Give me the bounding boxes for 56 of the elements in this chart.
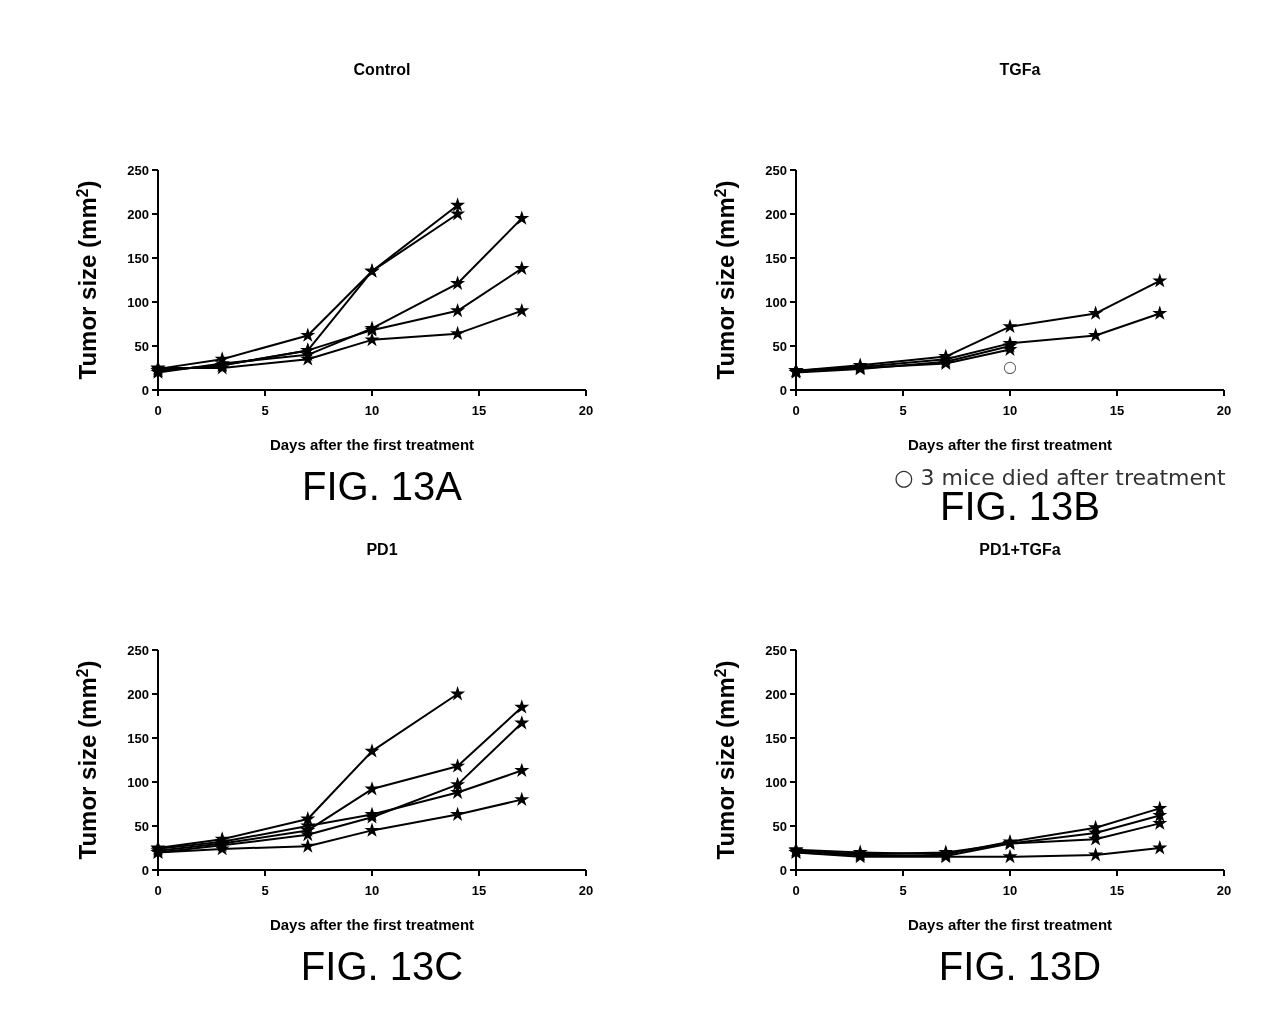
chart-title: PD1+TGFa — [979, 541, 1061, 558]
x-axis-title: Days after the first treatment — [269, 436, 475, 453]
chart-title: Control — [353, 61, 411, 78]
y-tick-label: 50 — [134, 338, 149, 354]
x-tick-label: 20 — [578, 883, 594, 898]
x-tick-label: 5 — [899, 883, 907, 898]
y-tick-label: 150 — [765, 250, 787, 266]
y-tick-label: 250 — [765, 642, 787, 658]
x-tick-label: 0 — [154, 403, 162, 418]
x-tick-label: 5 — [899, 403, 907, 418]
y-tick-label: 250 — [765, 162, 787, 178]
y-tick-label: 0 — [141, 862, 149, 878]
y-tick-label: 150 — [765, 730, 787, 746]
y-tick-label: 200 — [127, 206, 149, 222]
y-tick-label: 0 — [141, 382, 149, 398]
x-axis-title: Days after the first treatment — [907, 916, 1113, 933]
x-axis-title: Days after the first treatment — [907, 436, 1113, 453]
y-tick-label: 50 — [772, 818, 787, 834]
y-tick-label: 50 — [772, 338, 787, 354]
y-tick-label: 100 — [127, 294, 149, 310]
x-tick-label: 5 — [261, 403, 269, 418]
y-tick-label: 200 — [127, 686, 149, 702]
y-tick-label: 0 — [779, 382, 787, 398]
x-tick-label: 10 — [1002, 883, 1018, 898]
y-tick-label: 100 — [765, 294, 787, 310]
y-tick-label: 250 — [127, 642, 149, 658]
y-tick-label: 100 — [765, 774, 787, 790]
x-tick-label: 0 — [154, 883, 162, 898]
x-tick-label: 10 — [364, 403, 380, 418]
y-tick-label: 150 — [127, 730, 149, 746]
y-tick-label: 100 — [127, 774, 149, 790]
x-tick-label: 20 — [1216, 403, 1232, 418]
x-tick-label: 5 — [261, 883, 269, 898]
y-tick-label: 200 — [765, 206, 787, 222]
x-tick-label: 10 — [364, 883, 380, 898]
caption: FIG. 13A — [301, 464, 463, 508]
x-tick-label: 15 — [471, 883, 487, 898]
y-tick-label: 250 — [127, 162, 149, 178]
chart-title: PD1 — [366, 541, 398, 558]
x-tick-label: 15 — [471, 403, 487, 418]
y-tick-label: 0 — [779, 862, 787, 878]
caption: FIG. 13D — [938, 944, 1102, 988]
x-tick-label: 0 — [792, 403, 800, 418]
x-axis-title: Days after the first treatment — [269, 916, 475, 933]
x-tick-label: 10 — [1002, 403, 1018, 418]
y-tick-label: 50 — [134, 818, 149, 834]
x-tick-label: 20 — [1216, 883, 1232, 898]
x-tick-label: 15 — [1109, 883, 1125, 898]
caption: FIG. 13C — [300, 944, 464, 988]
annotation: ○ — [1003, 357, 1018, 377]
x-tick-label: 20 — [578, 403, 594, 418]
chart-title: TGFa — [999, 61, 1041, 78]
x-tick-label: 15 — [1109, 403, 1125, 418]
x-tick-label: 0 — [792, 883, 800, 898]
y-tick-label: 200 — [765, 686, 787, 702]
y-tick-label: 150 — [127, 250, 149, 266]
